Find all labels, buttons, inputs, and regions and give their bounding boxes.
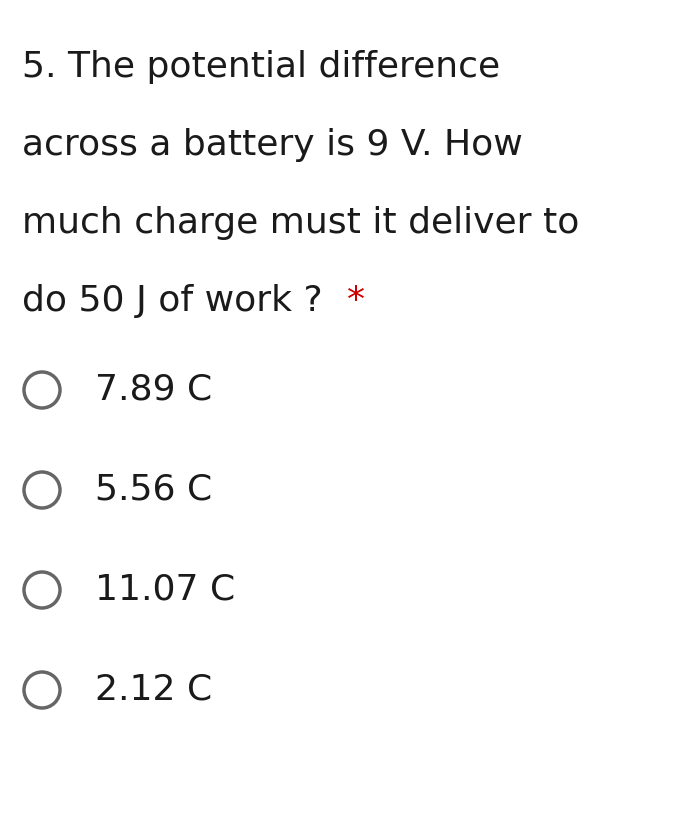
Text: do 50 J of work ?: do 50 J of work ?	[22, 284, 334, 318]
Text: 7.89 C: 7.89 C	[95, 373, 212, 407]
Text: 5.56 C: 5.56 C	[95, 473, 212, 507]
Text: across a battery is 9 V. How: across a battery is 9 V. How	[22, 128, 522, 162]
Text: 2.12 C: 2.12 C	[95, 673, 212, 707]
Text: *: *	[347, 284, 365, 318]
Text: 11.07 C: 11.07 C	[95, 573, 235, 607]
Text: much charge must it deliver to: much charge must it deliver to	[22, 206, 579, 240]
Text: 5. The potential difference: 5. The potential difference	[22, 50, 500, 84]
